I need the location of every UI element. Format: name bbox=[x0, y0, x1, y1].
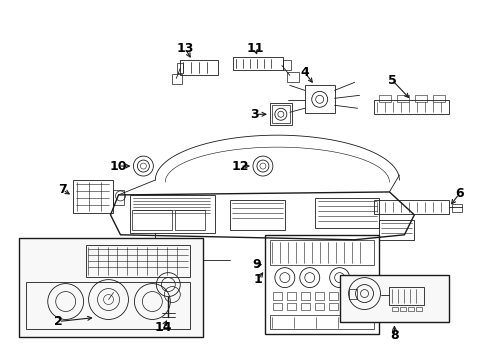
Bar bbox=[397, 95, 408, 102]
Bar bbox=[342, 292, 351, 300]
Bar bbox=[451, 204, 461, 212]
Bar bbox=[180, 60, 218, 75]
Text: 5: 5 bbox=[387, 74, 396, 87]
Text: 2: 2 bbox=[54, 315, 63, 328]
Bar bbox=[304, 85, 334, 113]
Text: 14: 14 bbox=[154, 321, 172, 334]
Bar bbox=[272, 292, 281, 300]
Bar bbox=[233, 58, 282, 71]
Bar bbox=[414, 95, 427, 102]
Bar bbox=[328, 292, 337, 300]
Text: 4: 4 bbox=[300, 66, 308, 79]
Bar bbox=[374, 200, 448, 214]
Bar bbox=[286, 302, 295, 310]
Bar bbox=[112, 190, 124, 205]
Bar bbox=[392, 306, 398, 311]
Bar bbox=[374, 100, 448, 114]
Bar bbox=[300, 302, 309, 310]
Bar bbox=[272, 302, 281, 310]
Bar bbox=[264, 235, 379, 334]
Bar bbox=[415, 306, 422, 311]
Text: 10: 10 bbox=[109, 159, 127, 172]
Bar bbox=[132, 210, 172, 230]
Bar bbox=[229, 200, 285, 230]
Bar bbox=[269, 315, 374, 329]
Text: 9: 9 bbox=[252, 258, 261, 271]
Bar bbox=[19, 238, 203, 337]
Bar bbox=[314, 198, 379, 228]
Text: 8: 8 bbox=[389, 329, 398, 342]
Bar bbox=[356, 292, 365, 300]
Bar bbox=[432, 95, 444, 102]
Bar bbox=[269, 103, 291, 125]
Bar bbox=[314, 292, 323, 300]
Bar bbox=[328, 302, 337, 310]
Bar bbox=[175, 210, 205, 230]
Bar bbox=[26, 282, 190, 329]
Text: 6: 6 bbox=[454, 188, 463, 201]
Bar bbox=[73, 180, 112, 213]
Text: 1: 1 bbox=[253, 273, 262, 286]
Bar bbox=[348, 289, 356, 298]
Bar bbox=[286, 292, 295, 300]
Bar bbox=[269, 240, 374, 265]
Bar bbox=[172, 75, 182, 84]
Bar bbox=[400, 306, 406, 311]
Bar bbox=[342, 302, 351, 310]
Text: 11: 11 bbox=[245, 42, 263, 55]
Bar bbox=[314, 302, 323, 310]
Bar bbox=[177, 63, 183, 73]
Bar bbox=[388, 287, 424, 305]
Bar bbox=[85, 245, 190, 276]
Bar bbox=[130, 195, 215, 233]
Bar bbox=[356, 302, 365, 310]
Bar bbox=[300, 292, 309, 300]
Text: 13: 13 bbox=[176, 42, 194, 55]
Bar bbox=[379, 95, 390, 102]
Bar bbox=[282, 60, 290, 71]
Text: 12: 12 bbox=[231, 159, 248, 172]
Bar bbox=[339, 275, 448, 323]
Text: 7: 7 bbox=[58, 184, 67, 197]
Bar bbox=[379, 220, 413, 240]
Bar bbox=[286, 72, 298, 82]
Bar bbox=[407, 306, 413, 311]
Bar bbox=[271, 105, 289, 123]
Text: 3: 3 bbox=[250, 108, 259, 121]
